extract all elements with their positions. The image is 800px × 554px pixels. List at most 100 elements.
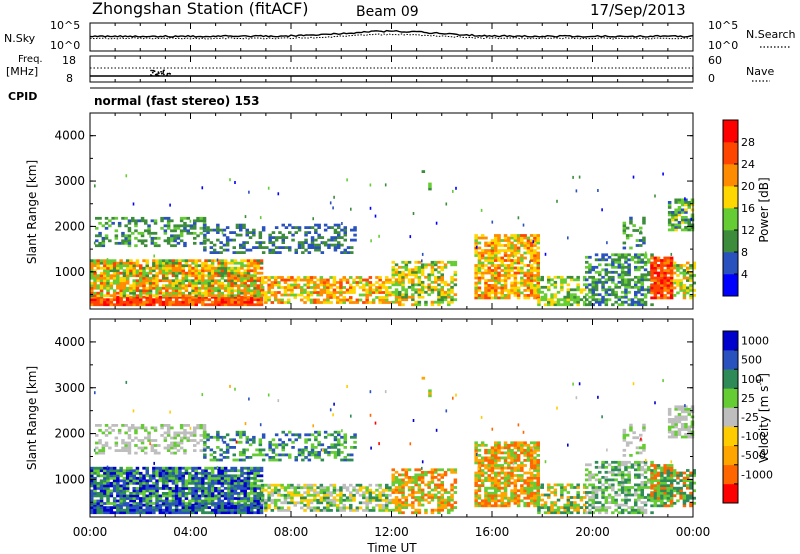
velocity-cell: [96, 511, 100, 515]
power-cell: [140, 216, 145, 220]
power-cell: [210, 286, 215, 290]
power-cell: [632, 175, 635, 179]
power-cell: [287, 298, 291, 302]
power-cell: [232, 238, 236, 242]
velocity-cell: [417, 468, 422, 472]
power-cell: [243, 281, 247, 285]
power-cell: [497, 264, 501, 267]
velocity-cell: [233, 508, 238, 512]
power-cell: [624, 265, 628, 269]
power-cell: [440, 293, 444, 297]
power-cell: [407, 285, 412, 289]
power-cell: [591, 275, 595, 279]
velocity-cell: [497, 464, 501, 467]
velocity-cell: [290, 486, 294, 490]
power-cell: [90, 286, 94, 290]
velocity-cell: [264, 503, 268, 507]
power-cell: [474, 239, 478, 242]
freq-tick-bottom: 8: [66, 72, 73, 85]
velocity-cell: [378, 493, 382, 497]
power-cell: [237, 274, 241, 278]
power-cell: [352, 301, 356, 304]
velocity-cell: [503, 476, 508, 480]
power-cell: [349, 288, 353, 292]
velocity-cell: [93, 476, 97, 480]
velocity-cell: [145, 506, 149, 509]
power-cell: [148, 276, 153, 280]
power-cell: [165, 298, 169, 302]
power-cell: [201, 298, 205, 302]
velocity-cell: [277, 491, 281, 495]
power-cell: [634, 275, 638, 279]
power-cell: [494, 244, 498, 247]
velocity-cell: [207, 474, 212, 478]
power-cell: [129, 266, 133, 270]
velocity-cell: [430, 508, 435, 512]
power-cell: [550, 278, 554, 282]
power-cell: [119, 276, 123, 280]
power-cell: [547, 280, 551, 284]
power-cell: [290, 291, 294, 294]
velocity-cell: [109, 466, 114, 470]
power-cell: [487, 296, 491, 300]
velocity-cell: [494, 484, 498, 487]
power-cell: [523, 236, 527, 240]
power-cell: [237, 298, 241, 302]
power-cell: [537, 298, 541, 302]
power-cell: [682, 296, 687, 300]
power-cell: [288, 248, 292, 252]
nave-point: [157, 71, 160, 73]
power-cell: [214, 271, 218, 275]
velocity-cell: [145, 499, 149, 503]
power-cell: [264, 296, 268, 299]
power-cell: [624, 255, 628, 259]
velocity-cell: [135, 506, 140, 509]
power-cell: [547, 300, 551, 304]
power-cell: [394, 283, 399, 287]
velocity-cell: [342, 503, 346, 507]
velocity-cell: [258, 453, 263, 457]
power-cell: [132, 274, 136, 278]
velocity-cell: [484, 451, 488, 455]
power-cell: [536, 284, 540, 287]
velocity-cell: [314, 456, 318, 459]
power-cell: [634, 280, 638, 284]
power-cell: [611, 293, 615, 297]
power-cell: [268, 251, 272, 254]
power-cell: [233, 269, 238, 273]
velocity-cell: [188, 502, 192, 505]
power-cell: [239, 233, 243, 237]
velocity-cell: [337, 443, 341, 447]
power-cell: [680, 221, 685, 224]
power-cell: [634, 283, 638, 287]
velocity-cell: [194, 466, 198, 470]
velocity-cell: [443, 488, 448, 492]
velocity-cell: [260, 483, 265, 487]
power-cell: [490, 249, 495, 252]
velocity-cell: [119, 503, 123, 507]
power-cell: [179, 224, 184, 228]
power-cell: [650, 276, 654, 280]
power-cell: [90, 300, 94, 304]
power-cell: [112, 279, 117, 283]
velocity-cell: [474, 448, 478, 452]
power-cell: [689, 289, 693, 292]
power-cell: [358, 276, 363, 279]
power-cell: [227, 276, 231, 280]
velocity-cell: [225, 448, 230, 452]
velocity-cell: [494, 446, 498, 450]
power-cell: [411, 303, 415, 307]
velocity-cell: [165, 502, 169, 505]
power-colorbar-tick-label: 16: [741, 202, 755, 215]
power-cell: [343, 233, 347, 237]
power-cell: [520, 234, 524, 237]
velocity-cell: [500, 466, 504, 470]
power-cell: [409, 235, 412, 239]
power-cell: [152, 276, 156, 280]
velocity-cell: [253, 511, 257, 515]
velocity-cell: [290, 493, 294, 497]
velocity-cell: [355, 483, 360, 487]
velocity-cell: [201, 494, 205, 498]
power-cell: [96, 294, 100, 298]
power-cell: [598, 298, 602, 302]
